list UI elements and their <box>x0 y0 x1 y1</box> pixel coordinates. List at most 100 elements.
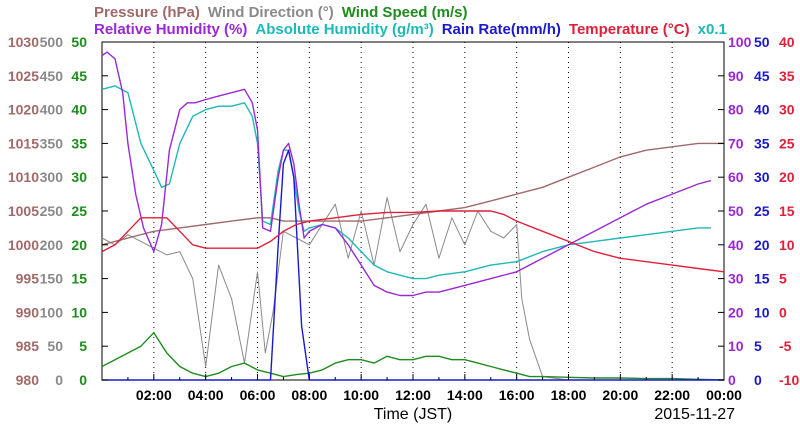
y-tick-label-pressure: 995 <box>16 271 40 287</box>
y-tick-label-wind-speed: 15 <box>71 271 87 287</box>
x-tick-label: 12:00 <box>395 387 431 403</box>
y-tick-label-pressure: 1000 <box>8 237 39 253</box>
series-line-wind-direction <box>101 197 724 381</box>
y-tick-label-pressure: 1010 <box>8 169 39 185</box>
x-tick-label: 06:00 <box>240 387 276 403</box>
y-tick-label-humidity: 20 <box>728 304 744 320</box>
x-tick-label: 22:00 <box>654 387 690 403</box>
y-tick-label-wind-direction: 100 <box>40 304 64 320</box>
y-tick-label-wind-speed: 25 <box>71 203 87 219</box>
y-tick-label-humidity: 40 <box>728 237 744 253</box>
y-tick-label-pressure: 1020 <box>8 102 39 118</box>
y-tick-label-temperature: 20 <box>779 169 795 185</box>
x-tick-label: 08:00 <box>291 387 327 403</box>
y-tick-label-pressure: 980 <box>16 372 40 388</box>
y-tick-label-pressure: 990 <box>16 304 40 320</box>
legend-x01: x0.1 <box>698 21 727 38</box>
y-tick-label-wind-speed: 10 <box>71 304 87 320</box>
x-tick-label: 02:00 <box>136 387 172 403</box>
x-tick-label: 14:00 <box>447 387 483 403</box>
legend-header: Pressure (hPa) Wind Direction (°) Wind Spe… <box>94 4 727 38</box>
series-layer <box>101 51 725 381</box>
y-tick-label-humidity: 70 <box>728 135 744 151</box>
legend-rain-rate: Rain Rate(mm/h) <box>442 21 561 38</box>
series-line-wind-speed <box>101 332 725 381</box>
legend-wind-direction: Wind Direction (°) <box>208 4 334 21</box>
y-tick-label-temperature: -10 <box>779 372 799 388</box>
y-tick-label-rain-rate: 5 <box>754 338 762 354</box>
y-tick-label-humidity: 50 <box>728 203 744 219</box>
y-tick-label-rain-rate: 30 <box>754 169 770 185</box>
y-tick-label-temperature: 15 <box>779 203 795 219</box>
y-tick-label-wind-direction: 350 <box>40 135 64 151</box>
x-tick-label: 10:00 <box>343 387 379 403</box>
y-tick-label-wind-direction: 300 <box>40 169 64 185</box>
x-tick-label: 18:00 <box>551 387 587 403</box>
y-tick-label-wind-speed: 45 <box>71 68 87 84</box>
axes-layer: 02:00 04:00 06:00 08:00 10:00 12:00 14:00 16:00… <box>8 34 800 403</box>
y-tick-label-wind-direction: 150 <box>40 271 64 287</box>
y-tick-label-humidity: 90 <box>728 68 744 84</box>
y-tick-label-wind-speed: 30 <box>71 169 87 185</box>
y-tick-label-pressure: 1030 <box>8 34 39 50</box>
series-line-temperature <box>101 210 725 273</box>
y-tick-label-temperature: 35 <box>779 68 795 84</box>
legend-wind-speed: Wind Speed (m/s) <box>342 4 468 21</box>
y-tick-label-temperature: 5 <box>779 271 787 287</box>
x-axis-label: Time (JST) <box>374 406 453 423</box>
y-tick-label-wind-direction: 450 <box>40 68 64 84</box>
y-tick-label-pressure: 1005 <box>8 203 39 219</box>
y-tick-label-wind-speed: 50 <box>71 34 87 50</box>
y-tick-label-wind-direction: 0 <box>55 372 63 388</box>
y-tick-label-wind-speed: 20 <box>71 237 87 253</box>
x-tick-label: 04:00 <box>188 387 224 403</box>
y-tick-label-wind-direction: 500 <box>40 34 64 50</box>
y-tick-label-humidity: 100 <box>728 34 752 50</box>
date-label: 2015-11-27 <box>654 406 735 423</box>
plot-area <box>101 41 725 381</box>
legend-row-2: Relative Humidity (%) Absolute Humidity (… <box>94 21 727 38</box>
y-tick-label-humidity: 80 <box>728 102 744 118</box>
legend-row-1: Pressure (hPa) Wind Direction (°) Wind Spe… <box>94 4 467 21</box>
x-tick-label: 00:00 <box>706 387 742 403</box>
y-tick-label-pressure: 1025 <box>8 68 39 84</box>
series-line-humidity <box>101 51 712 297</box>
series-line-humidity <box>101 85 711 280</box>
x-tick-label: 16:00 <box>499 387 535 403</box>
y-tick-label-wind-direction: 250 <box>40 203 64 219</box>
y-tick-label-humidity: 60 <box>728 169 744 185</box>
y-tick-label-rain-rate: 10 <box>754 304 770 320</box>
y-tick-label-wind-speed: 5 <box>79 338 87 354</box>
y-tick-label-pressure: 985 <box>16 338 40 354</box>
y-tick-label-humidity: 30 <box>728 271 744 287</box>
y-tick-label-rain-rate: 40 <box>754 102 770 118</box>
y-tick-label-wind-speed: 40 <box>71 102 87 118</box>
legend-pressure: Pressure (hPa) <box>94 4 200 21</box>
y-tick-label-rain-rate: 35 <box>754 135 770 151</box>
y-tick-label-wind-speed: 35 <box>71 135 87 151</box>
y-tick-label-rain-rate: 50 <box>754 34 770 50</box>
y-tick-label-pressure: 1015 <box>8 135 39 151</box>
series-line-pressure <box>101 142 724 246</box>
legend-absolute-humidity: Absolute Humidity (g/m³) <box>255 21 433 38</box>
y-tick-label-humidity: 10 <box>728 338 744 354</box>
y-tick-label-rain-rate: 45 <box>754 68 770 84</box>
y-tick-label-temperature: 30 <box>779 102 795 118</box>
y-tick-label-temperature: 40 <box>779 34 795 50</box>
y-tick-label-temperature: 25 <box>779 135 795 151</box>
x-tick-label: 20:00 <box>602 387 638 403</box>
y-tick-label-wind-direction: 50 <box>47 338 63 354</box>
y-tick-label-wind-direction: 400 <box>40 102 64 118</box>
y-tick-label-rain-rate: 15 <box>754 271 770 287</box>
legend-temperature: Temperature (°C) <box>569 21 690 38</box>
y-tick-label-temperature: 0 <box>779 304 787 320</box>
legend-relative-humidity: Relative Humidity (%) <box>94 21 247 38</box>
y-tick-label-temperature: 10 <box>779 237 795 253</box>
y-tick-label-rain-rate: 0 <box>754 372 762 388</box>
y-tick-label-rain-rate: 25 <box>754 203 770 219</box>
y-tick-label-temperature: -5 <box>779 338 792 354</box>
series-line-rain-rate <box>102 149 724 381</box>
y-tick-label-wind-direction: 200 <box>40 237 64 253</box>
y-tick-label-wind-speed: 0 <box>79 372 87 388</box>
